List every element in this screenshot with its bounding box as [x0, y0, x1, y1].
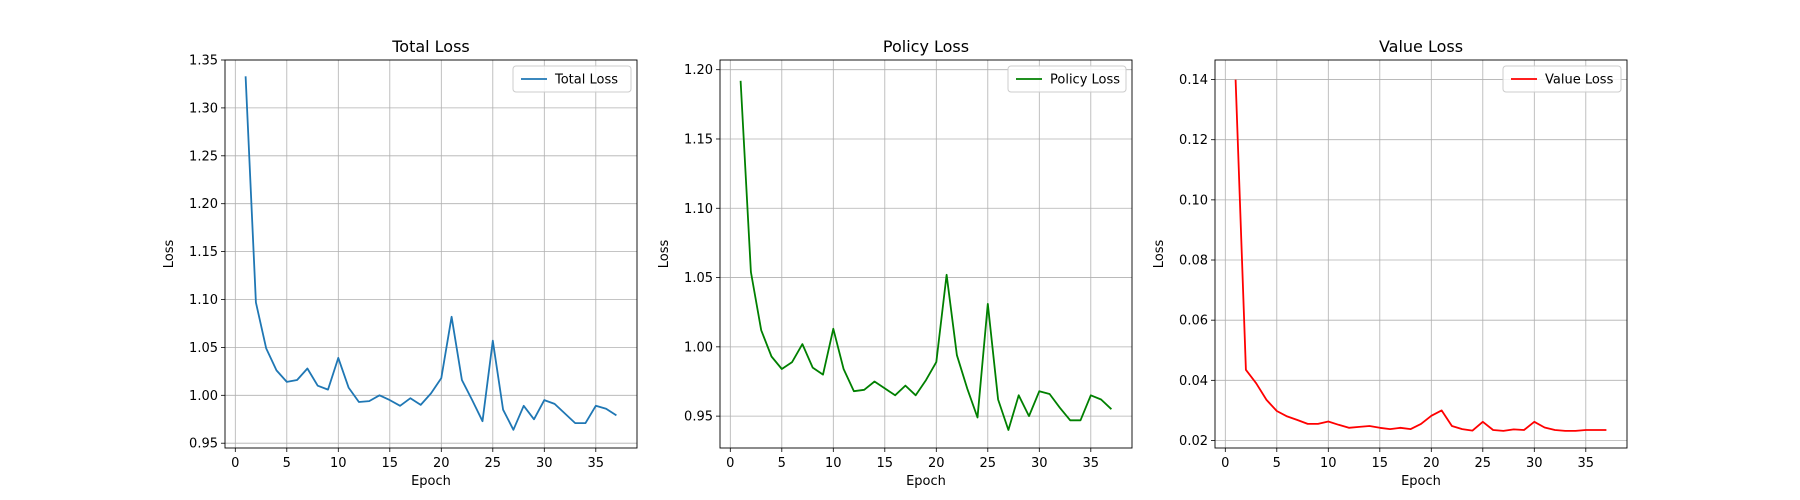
y-tick-label: 1.00 [189, 389, 218, 404]
chart-title: Value Loss [1379, 37, 1463, 56]
x-tick-label: 0 [726, 456, 734, 471]
x-tick-label: 20 [1423, 456, 1440, 471]
y-tick-label: 1.10 [189, 293, 218, 308]
y-tick-label: 0.95 [684, 410, 713, 425]
x-axis-label: Epoch [1401, 474, 1441, 489]
x-tick-label: 30 [1031, 456, 1048, 471]
legend-box [1502, 65, 1622, 93]
legend-label: Value Loss [1545, 73, 1614, 88]
y-tick-label: 1.25 [189, 149, 218, 164]
y-tick-label: 1.05 [189, 341, 218, 356]
series-line [244, 76, 617, 431]
x-tick-label: 30 [1526, 456, 1543, 471]
x-tick-label: 15 [1372, 456, 1389, 471]
x-tick-label: 5 [778, 456, 786, 471]
y-tick-label: 1.35 [189, 54, 218, 69]
y-tick-label: 0.04 [1179, 374, 1208, 389]
axes-frame [719, 59, 1133, 449]
x-tick-label: 10 [330, 456, 347, 471]
x-tick-label: 35 [1578, 456, 1595, 471]
y-tick-label: 0.08 [1179, 254, 1208, 269]
y-tick-label: 1.05 [684, 271, 713, 286]
chart-panel-3: 0 5 10 15 20 25 30 35 0.02 0.04 0.06 0.08 0.10 0.12 0.… [1152, 37, 1628, 489]
x-tick-label: 25 [485, 456, 502, 471]
x-tick-label: 0 [1221, 456, 1229, 471]
y-tick-label: 0.02 [1179, 434, 1208, 449]
x-tick-label: 15 [877, 456, 894, 471]
x-tick-label: 10 [825, 456, 842, 471]
y-tick-label: 0.06 [1179, 314, 1208, 329]
chart-title: Total Loss [391, 37, 470, 56]
x-tick-label: 10 [1320, 456, 1337, 471]
y-tick-label: 1.30 [189, 101, 218, 116]
y-axis-label: Loss [1152, 240, 1167, 269]
legend-box [512, 65, 632, 93]
x-tick-label: 35 [588, 456, 605, 471]
series-line [739, 80, 1113, 431]
axes-frame [1214, 59, 1628, 449]
x-tick-label: 30 [536, 456, 553, 471]
y-tick-label: 0.95 [189, 437, 218, 452]
x-tick-label: 35 [1083, 456, 1100, 471]
y-axis-label: Loss [162, 240, 177, 269]
y-tick-label: 1.15 [189, 245, 218, 260]
y-tick-label: 1.15 [684, 132, 713, 147]
chart-panel-1: 0 5 10 15 20 25 30 35 0.95 1.00 1.05 1.10 1.15 1.20 1.… [162, 37, 638, 489]
y-tick-label: 1.10 [684, 202, 713, 217]
y-tick-label: 0.12 [1179, 133, 1208, 148]
x-tick-label: 5 [1273, 456, 1281, 471]
x-tick-label: 5 [283, 456, 291, 471]
series-line [1234, 79, 1607, 432]
x-axis-label: Epoch [906, 474, 946, 489]
x-tick-label: 20 [433, 456, 450, 471]
y-tick-label: 0.14 [1179, 73, 1208, 88]
y-tick-label: 0.10 [1179, 193, 1208, 208]
x-tick-label: 25 [1475, 456, 1492, 471]
x-tick-label: 20 [928, 456, 945, 471]
legend-label: Total Loss [554, 73, 618, 88]
y-tick-label: 1.20 [189, 197, 218, 212]
legend-label: Policy Loss [1050, 73, 1120, 88]
axes-frame [224, 59, 638, 449]
y-tick-label: 1.20 [684, 63, 713, 78]
y-axis-label: Loss [657, 240, 672, 269]
legend-box [1007, 65, 1127, 93]
chart-title: Policy Loss [883, 37, 969, 56]
x-tick-label: 15 [382, 456, 399, 471]
x-tick-label: 0 [231, 456, 239, 471]
chart-panel-2: 0 5 10 15 20 25 30 35 0.95 1.00 1.05 1.10 1.15 1.20 Po… [657, 37, 1133, 489]
y-tick-label: 1.00 [684, 340, 713, 355]
x-axis-label: Epoch [411, 474, 451, 489]
x-tick-label: 25 [980, 456, 997, 471]
